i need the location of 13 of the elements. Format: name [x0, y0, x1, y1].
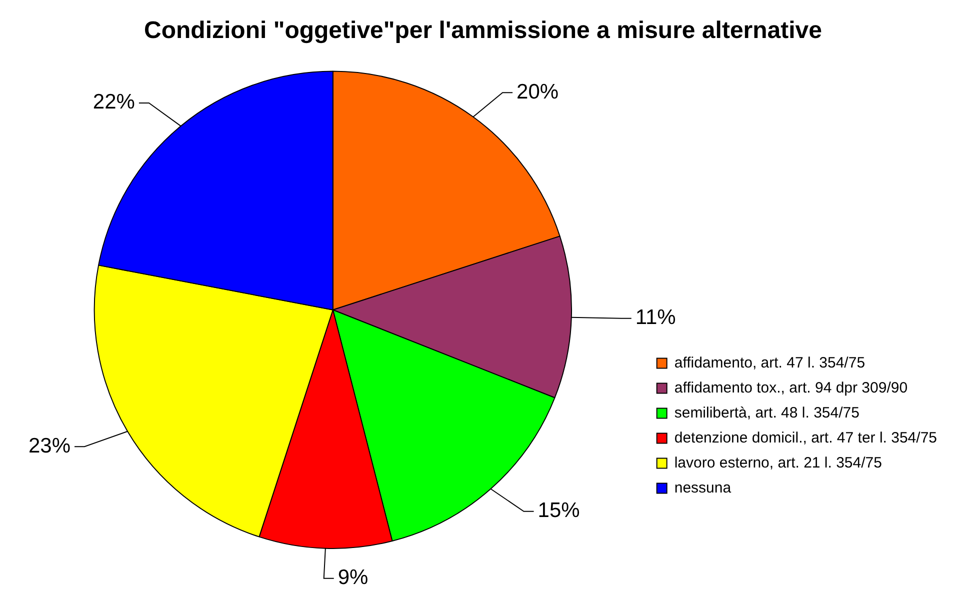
data-label: 9% [338, 566, 368, 590]
chart-title: Condizioni "oggetive"per l'ammissione a misure alternative [144, 17, 822, 44]
legend-label: semilibertà, art. 48 l. 354/75 [674, 404, 860, 422]
legend-label: detenzione domicil., art. 47 ter l. 354/75 [674, 429, 937, 446]
data-label: 15% [538, 499, 580, 522]
data-label: 20% [516, 80, 559, 104]
data-label: 22% [92, 90, 135, 114]
legend-label: nessuna [674, 479, 732, 496]
data-label: 11% [635, 306, 676, 330]
legend-label: affidamento, art. 47 l. 354/75 [674, 354, 866, 372]
legend-label: affidamento tox., art. 94 dpr 309/90 [674, 379, 908, 396]
legend-label: lavoro esterno, art. 21 l. 354/75 [674, 454, 882, 472]
data-label: 23% [28, 434, 71, 458]
